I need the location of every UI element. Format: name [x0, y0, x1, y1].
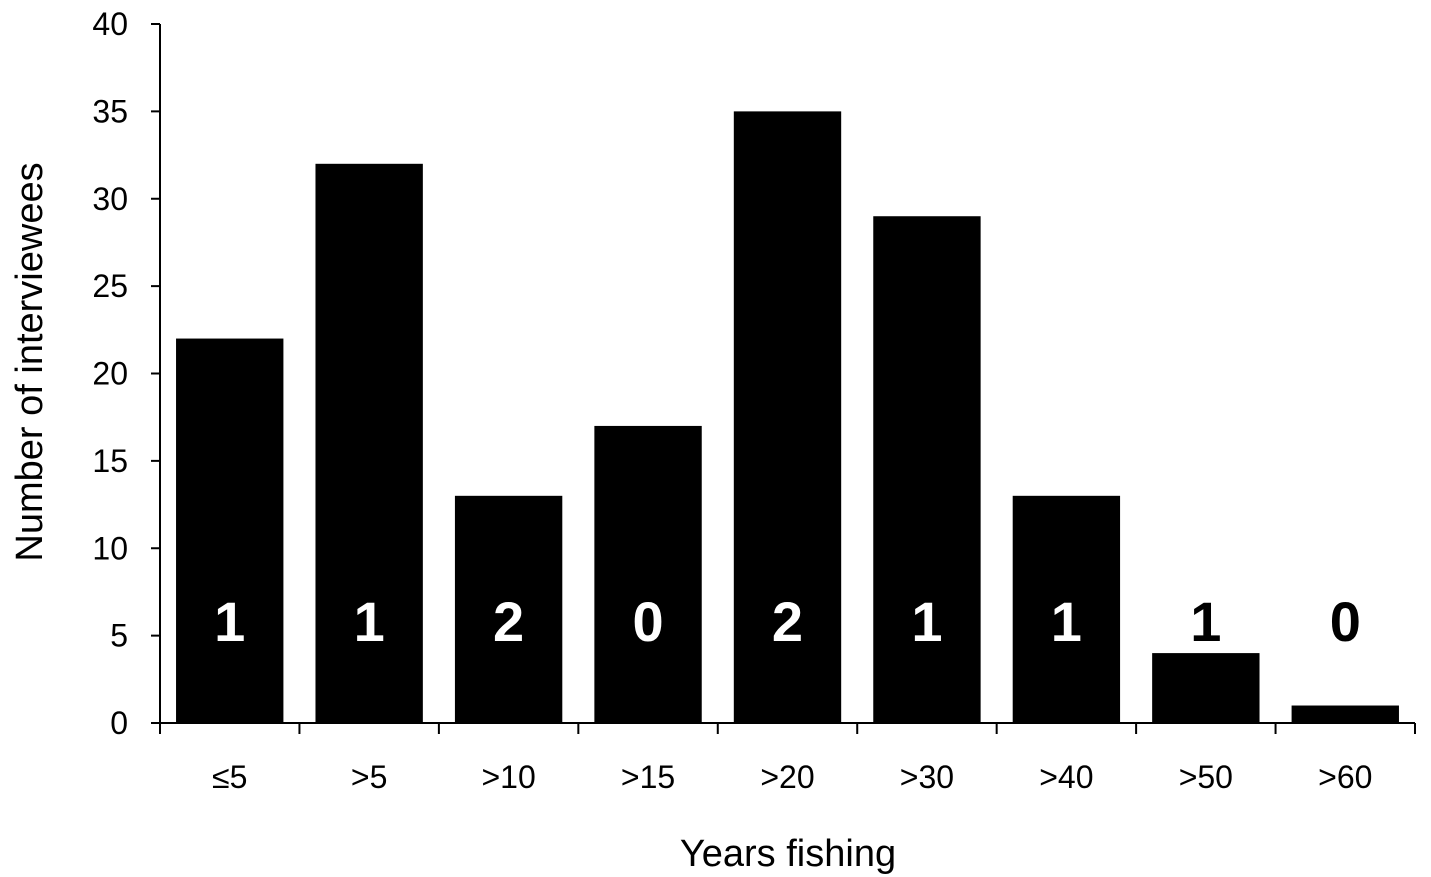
bar — [594, 425, 702, 723]
bar-count-label: 1 — [911, 590, 942, 653]
x-tick-label: >40 — [1039, 759, 1093, 795]
y-axis-title: Number of interviewees — [9, 162, 51, 561]
x-tick-label: >60 — [1318, 759, 1372, 795]
x-tick-label: >10 — [481, 759, 535, 795]
bar-count-label: 0 — [632, 590, 663, 653]
bar-count-label: 2 — [493, 590, 524, 653]
y-tick-label: 30 — [92, 181, 128, 217]
bar-count-label: 1 — [1051, 590, 1082, 653]
x-axis: ≤5 >5 >10 >15 >20 >30 >40 >50 >60 — [159, 722, 1416, 795]
x-tick-label: >50 — [1179, 759, 1233, 795]
y-tick-label: 5 — [110, 618, 128, 654]
y-tick-label: 40 — [92, 6, 128, 42]
y-tick-label: 20 — [92, 356, 128, 392]
bar — [873, 216, 981, 724]
bar-count-label: 1 — [354, 590, 385, 653]
y-tick-label: 0 — [110, 705, 128, 741]
bar — [1291, 705, 1399, 723]
x-tick-label: ≤5 — [212, 759, 247, 795]
bar — [454, 495, 563, 723]
bar-labels-group: 1 1 2 0 2 1 1 1 0 — [214, 590, 1361, 653]
x-tick-label: >15 — [621, 759, 675, 795]
bar — [733, 111, 842, 724]
x-tick-label: >20 — [760, 759, 814, 795]
bar — [176, 338, 284, 723]
bar — [315, 163, 423, 724]
bar-count-label: 2 — [772, 590, 803, 653]
bar-count-label: 0 — [1330, 590, 1361, 653]
y-tick-label: 10 — [92, 530, 128, 566]
bar — [1012, 495, 1121, 723]
x-tick-label: >5 — [351, 759, 387, 795]
y-tick-label: 15 — [92, 443, 128, 479]
bars-group — [176, 111, 1399, 724]
y-tick-label: 25 — [92, 268, 128, 304]
x-axis-title: Years fishing — [680, 833, 896, 875]
x-tick-label: >30 — [900, 759, 954, 795]
y-tick-label: 35 — [92, 93, 128, 129]
bar — [1152, 653, 1260, 723]
bar-count-label: 1 — [214, 590, 245, 653]
bar-count-label: 1 — [1190, 590, 1221, 653]
y-axis: 0 5 10 15 20 25 30 35 40 — [92, 6, 161, 741]
